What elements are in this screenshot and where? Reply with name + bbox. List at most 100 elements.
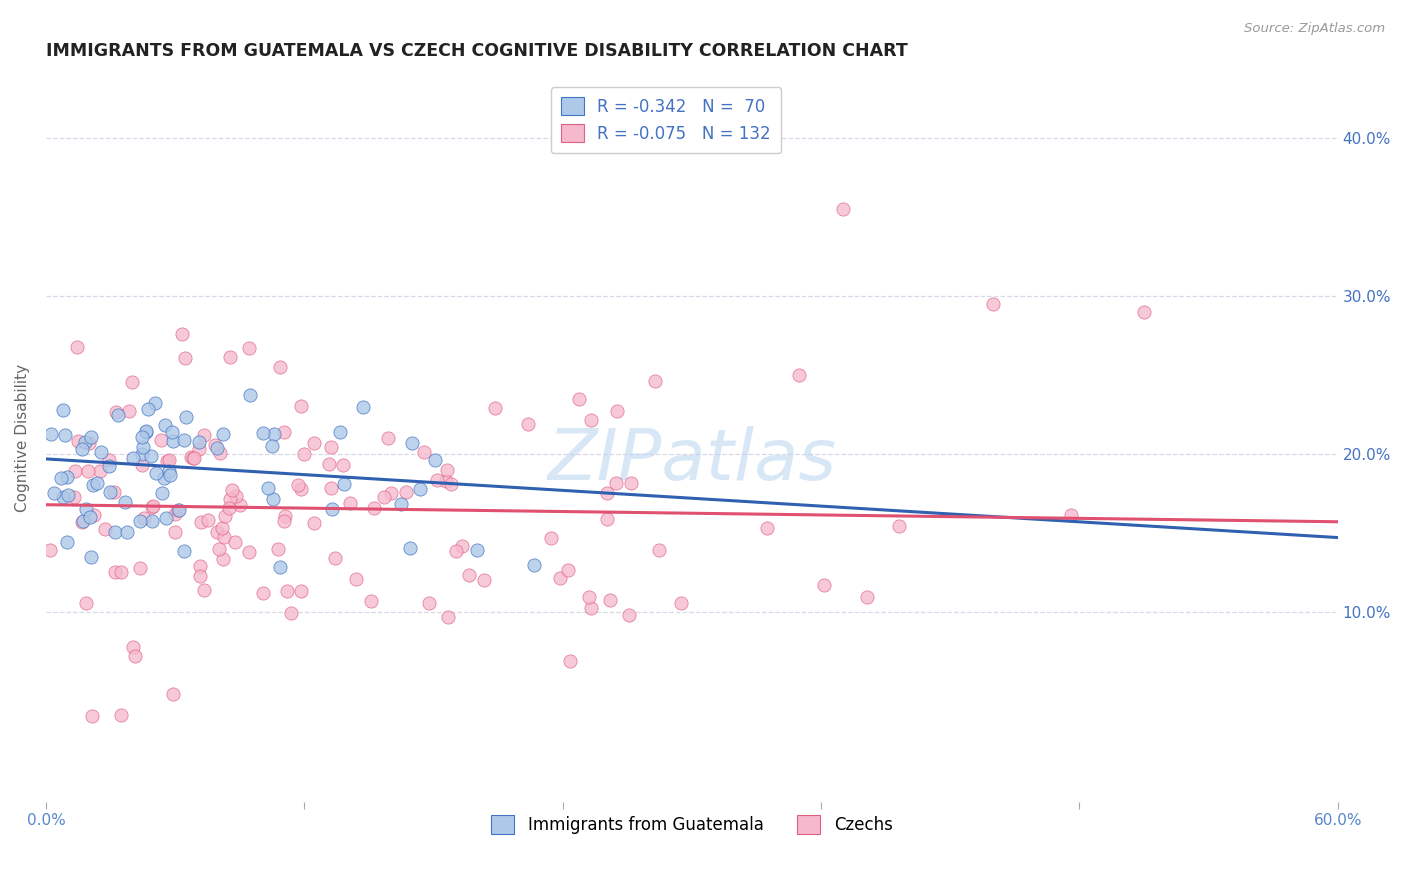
Point (131, 430, 153, 444)
Text: Source: ZipAtlas.com: Source: ZipAtlas.com (1244, 22, 1385, 36)
Point (145, 466, 167, 480)
Point (302, 516, 325, 531)
Point (344, 573, 367, 587)
Point (94, 522, 117, 536)
Point (76, 465, 98, 479)
Point (434, 475, 457, 489)
Point (80, 549, 103, 564)
Point (224, 534, 246, 549)
Point (262, 491, 284, 506)
Point (193, 428, 215, 442)
Point (423, 453, 446, 467)
Point (401, 435, 423, 450)
Point (180, 450, 202, 465)
Point (212, 552, 235, 566)
Point (540, 532, 562, 546)
Point (76, 596, 98, 610)
Point (124, 649, 146, 664)
Point (557, 563, 579, 577)
Point (75, 502, 97, 516)
Point (219, 351, 242, 365)
Point (188, 435, 211, 450)
Point (56, 535, 79, 549)
Point (332, 458, 354, 472)
Point (193, 582, 215, 597)
Point (90, 445, 112, 459)
Point (548, 571, 571, 585)
Point (418, 596, 440, 610)
Point (578, 591, 600, 605)
Point (56, 488, 79, 502)
Point (121, 640, 143, 654)
Point (197, 513, 219, 527)
Point (221, 483, 243, 497)
Point (190, 515, 212, 529)
Point (162, 687, 184, 701)
Point (167, 502, 190, 516)
Point (218, 491, 240, 506)
Point (516, 417, 538, 431)
Point (65, 340, 87, 354)
Point (163, 508, 186, 522)
Point (77, 436, 100, 450)
Point (204, 438, 226, 452)
Point (787, 368, 810, 383)
Point (121, 375, 143, 389)
Point (131, 440, 153, 454)
Point (135, 425, 157, 439)
Point (39, 543, 62, 558)
Point (318, 457, 340, 471)
Point (104, 565, 127, 579)
Point (153, 418, 176, 433)
Point (159, 453, 181, 467)
Point (290, 482, 312, 496)
Point (79, 509, 101, 524)
Point (105, 405, 128, 419)
Point (211, 521, 233, 535)
Point (136, 401, 159, 416)
Point (83, 508, 105, 522)
Point (160, 425, 183, 440)
Point (440, 477, 463, 491)
Point (52, 491, 75, 505)
Point (63, 464, 86, 478)
Point (142, 500, 165, 514)
Point (669, 596, 692, 610)
Point (153, 471, 176, 485)
Point (89, 464, 111, 478)
Point (229, 498, 252, 512)
Point (141, 500, 163, 515)
Point (205, 525, 228, 540)
Point (212, 426, 235, 441)
Point (183, 450, 205, 465)
Point (238, 545, 260, 559)
Point (115, 524, 138, 539)
Point (273, 514, 295, 528)
Point (163, 524, 186, 539)
Point (110, 565, 132, 579)
Point (287, 478, 309, 492)
Point (269, 359, 291, 374)
Point (373, 490, 395, 504)
Point (162, 434, 184, 448)
Point (426, 473, 449, 487)
Point (280, 606, 302, 620)
Point (122, 450, 145, 465)
Point (831, 202, 853, 217)
Point (352, 400, 374, 414)
Point (263, 427, 285, 442)
Point (188, 558, 211, 573)
Point (856, 590, 879, 604)
Point (98, 458, 121, 473)
Point (267, 542, 290, 557)
Point (981, 297, 1004, 311)
Point (595, 486, 617, 500)
Point (173, 351, 195, 365)
Point (103, 485, 125, 500)
Point (118, 404, 141, 418)
Point (813, 578, 835, 592)
Point (647, 543, 669, 558)
Point (606, 404, 628, 418)
Point (104, 525, 127, 540)
Point (80, 430, 103, 444)
